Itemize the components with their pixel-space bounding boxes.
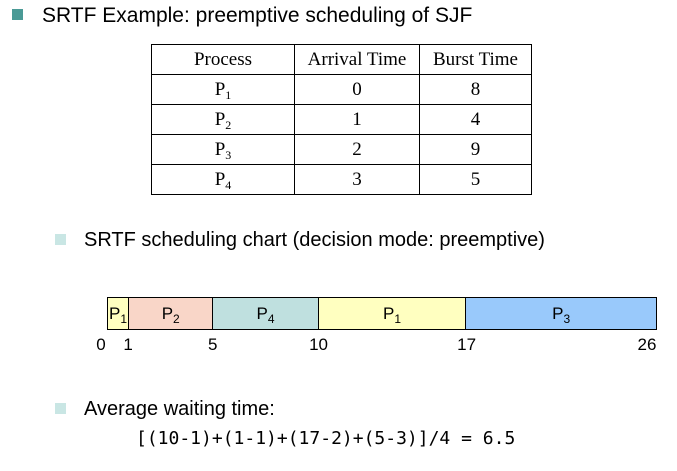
- process-name-cell: P1: [151, 74, 295, 105]
- burst-time-cell: 4: [419, 104, 532, 135]
- time-tick: 17: [457, 335, 477, 354]
- time-tick: 1: [123, 335, 133, 354]
- arrival-time-cell: 1: [294, 104, 420, 135]
- average-waiting-heading: Average waiting time:: [84, 398, 275, 420]
- column-header-arrival-time: Arrival Time: [294, 44, 420, 75]
- time-tick: 10: [309, 335, 328, 354]
- gantt-segment: P1: [108, 298, 130, 329]
- gantt-segment: P2: [129, 298, 214, 329]
- waiting-time-formula: [(10-1)+(1-1)+(17-2)+(5-3)]/4 = 6.5: [136, 428, 516, 449]
- burst-time-cell: 8: [419, 74, 532, 105]
- sub-bullet-icon: [55, 403, 66, 414]
- time-tick: 26: [637, 335, 657, 354]
- page-title: SRTF Example: preemptive scheduling of S…: [42, 4, 473, 27]
- gantt-segment: P1: [318, 298, 467, 329]
- arrival-time-cell: 2: [294, 134, 420, 165]
- process-name-cell: P2: [151, 104, 295, 135]
- bullet-icon: [12, 9, 23, 20]
- table-row: P1 0 8: [151, 74, 532, 105]
- process-name-cell: P3: [151, 134, 295, 165]
- arrival-time-cell: 3: [294, 164, 420, 195]
- burst-time-cell: 9: [419, 134, 532, 165]
- column-header-burst-time: Burst Time: [419, 44, 532, 75]
- time-tick: 5: [208, 335, 218, 354]
- table-row: P4 3 5: [151, 164, 532, 195]
- arrival-time-cell: 0: [294, 74, 420, 105]
- gantt-segment: P4: [213, 298, 319, 329]
- table-row: P3 2 9: [151, 134, 532, 165]
- chart-heading: SRTF scheduling chart (decision mode: pr…: [84, 229, 545, 251]
- time-tick: 0: [96, 335, 106, 354]
- gantt-segment: P3: [466, 298, 656, 329]
- sub-bullet-icon: [55, 234, 66, 245]
- process-name-cell: P4: [151, 164, 295, 195]
- table-header-row: Process Arrival Time Burst Time: [151, 44, 532, 75]
- process-table: Process Arrival Time Burst Time P1 0 8 P…: [151, 44, 532, 195]
- burst-time-cell: 5: [419, 164, 532, 195]
- gantt-chart: P1 P2 P4 P1 P3: [107, 297, 657, 330]
- table-row: P2 1 4: [151, 104, 532, 135]
- column-header-process: Process: [151, 44, 295, 75]
